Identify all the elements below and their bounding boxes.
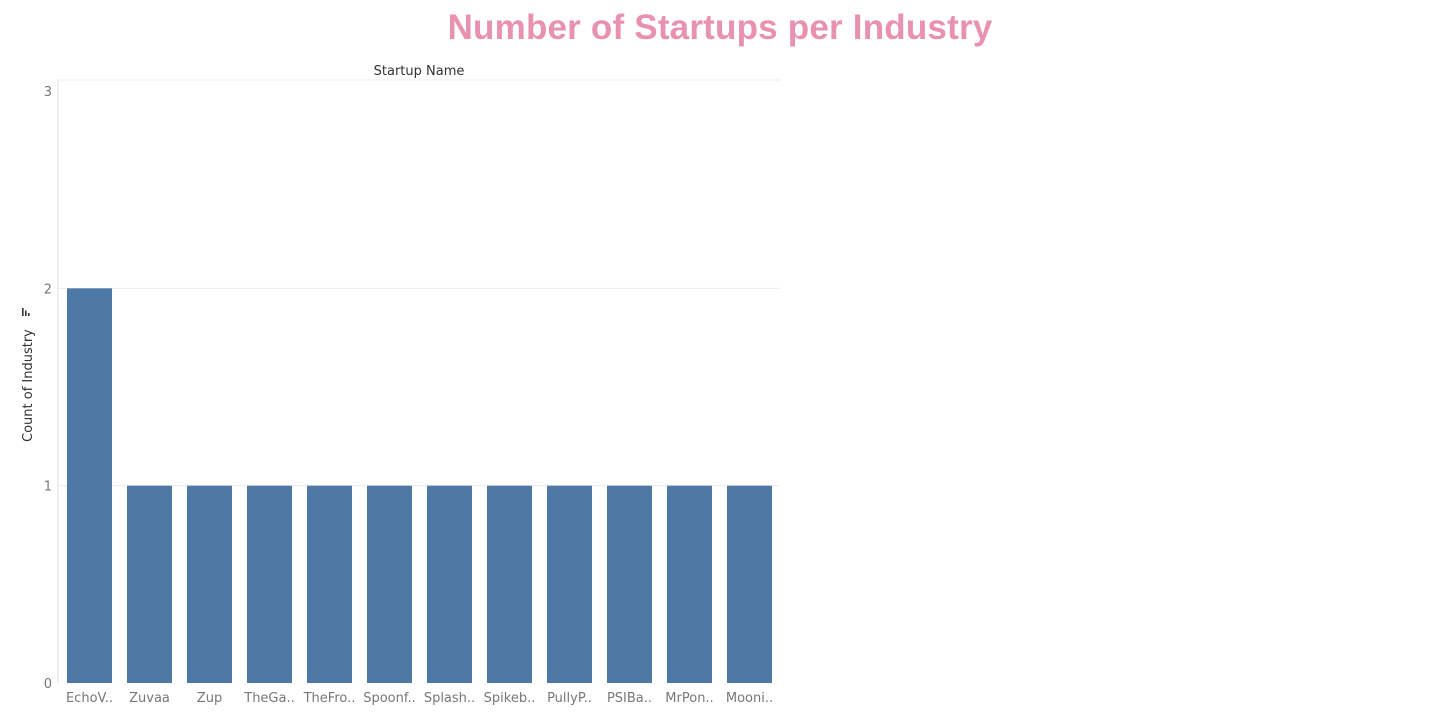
y-tick-label: 1 — [44, 480, 52, 495]
y-axis-label-group: Count of Industry — [21, 308, 36, 442]
y-tick-label: 3 — [44, 85, 52, 100]
bar[interactable] — [667, 486, 712, 683]
y-tick-label: 0 — [44, 677, 52, 692]
bar[interactable] — [127, 486, 172, 683]
x-tick-label: Splash.. — [424, 691, 475, 706]
y-ticks: 0 1 2 3 — [44, 85, 52, 692]
bar[interactable] — [307, 486, 352, 683]
x-tick-label: Spikeb.. — [484, 691, 536, 706]
x-tick-label: PullyP.. — [547, 691, 592, 706]
bar[interactable] — [547, 486, 592, 683]
sort-descending-icon[interactable] — [22, 308, 30, 316]
y-tick-label: 2 — [44, 282, 52, 297]
bar[interactable] — [187, 486, 232, 683]
x-tick-label: MrPon.. — [665, 691, 713, 706]
column-header: Startup Name — [374, 64, 465, 79]
x-tick-label: TheFro.. — [303, 691, 356, 706]
x-tick-label: TheGa.. — [243, 691, 294, 706]
bar[interactable] — [367, 486, 412, 683]
bar[interactable] — [607, 486, 652, 683]
bar[interactable] — [427, 486, 472, 683]
bar[interactable] — [487, 486, 532, 683]
x-tick-label: EchoV.. — [66, 691, 113, 706]
bar[interactable] — [67, 288, 112, 683]
x-tick-label: Spoonf.. — [363, 691, 416, 706]
y-axis-label: Count of Industry — [21, 329, 36, 442]
x-tick-label: Zuvaa — [129, 691, 170, 706]
bar[interactable] — [727, 486, 772, 683]
x-tick-label: Zup — [197, 691, 222, 706]
x-tick-label: Mooni.. — [726, 691, 773, 706]
x-tick-label: PSIBa.. — [607, 691, 652, 706]
bar[interactable] — [247, 486, 292, 683]
gridlines — [58, 80, 780, 486]
x-ticks: EchoV.. Zuvaa Zup TheGa.. TheFro.. Spoonf.. Sp… — [66, 691, 773, 706]
